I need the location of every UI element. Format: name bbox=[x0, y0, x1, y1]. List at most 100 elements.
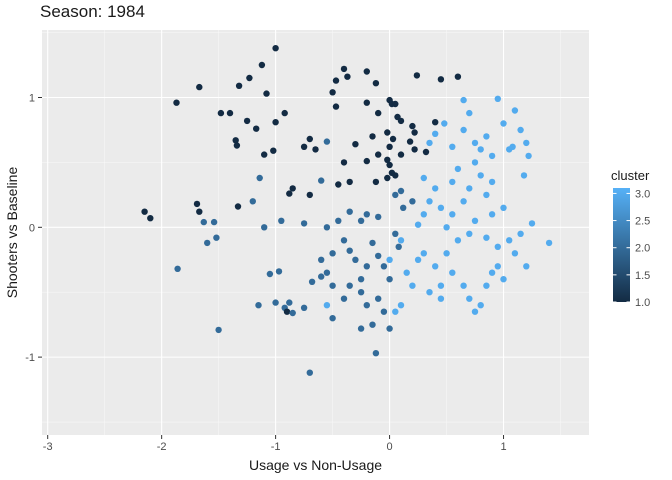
data-point bbox=[283, 308, 291, 315]
data-point bbox=[193, 200, 201, 208]
data-point bbox=[332, 103, 340, 110]
data-point bbox=[375, 109, 382, 117]
data-point bbox=[386, 256, 393, 263]
data-point bbox=[422, 148, 430, 156]
data-point bbox=[443, 224, 450, 231]
data-point bbox=[346, 247, 353, 254]
data-point bbox=[300, 143, 308, 150]
data-point bbox=[346, 282, 353, 289]
data-point bbox=[437, 295, 445, 302]
data-point bbox=[352, 141, 359, 148]
data-point bbox=[369, 239, 376, 247]
data-point bbox=[454, 165, 462, 173]
data-point bbox=[346, 178, 353, 186]
data-point bbox=[437, 282, 445, 289]
data-point bbox=[323, 302, 331, 309]
data-point bbox=[432, 130, 439, 137]
data-point bbox=[380, 263, 388, 270]
data-point bbox=[483, 234, 490, 241]
axes-layer: -3 -2 -1 0 1 -1 0 1 Usage vs Non-Usage Shooters v… bbox=[4, 93, 507, 474]
data-point bbox=[483, 191, 490, 199]
data-point bbox=[332, 77, 340, 84]
data-point bbox=[329, 282, 336, 289]
data-point bbox=[306, 135, 313, 143]
data-point bbox=[312, 146, 319, 153]
plot-panel bbox=[42, 30, 589, 435]
data-point bbox=[363, 211, 370, 218]
data-point bbox=[386, 143, 393, 150]
data-point bbox=[466, 185, 473, 192]
data-point bbox=[272, 45, 279, 52]
legend-tick-label: 1.5 bbox=[635, 270, 650, 282]
data-point bbox=[363, 263, 370, 270]
data-point bbox=[466, 109, 473, 117]
data-point bbox=[233, 142, 241, 149]
data-point bbox=[397, 302, 405, 309]
legend-tick-label: 3.0 bbox=[635, 188, 650, 200]
data-point bbox=[471, 159, 479, 166]
data-point bbox=[232, 137, 239, 144]
data-point bbox=[414, 256, 422, 263]
data-point bbox=[375, 295, 382, 302]
data-point bbox=[384, 156, 391, 163]
data-point bbox=[471, 308, 479, 315]
data-point bbox=[323, 224, 331, 231]
data-point bbox=[432, 119, 439, 126]
data-point bbox=[397, 151, 405, 158]
data-point bbox=[340, 159, 348, 166]
data-point bbox=[306, 369, 313, 376]
data-point bbox=[432, 263, 439, 270]
data-point bbox=[372, 80, 380, 87]
data-point bbox=[380, 308, 388, 315]
data-point bbox=[246, 74, 253, 82]
data-point bbox=[243, 117, 251, 125]
data-point bbox=[426, 289, 433, 296]
data-point bbox=[253, 125, 260, 132]
data-point bbox=[494, 95, 501, 103]
panel-background bbox=[42, 30, 589, 435]
data-point bbox=[437, 204, 445, 211]
y-tick-label: 0 bbox=[29, 222, 35, 234]
data-point bbox=[217, 109, 225, 117]
data-point bbox=[270, 147, 277, 154]
data-point bbox=[289, 309, 296, 317]
points-layer bbox=[141, 45, 553, 376]
data-point bbox=[226, 109, 234, 117]
data-point bbox=[400, 204, 407, 211]
data-point bbox=[281, 109, 288, 117]
data-point bbox=[397, 117, 405, 125]
data-point bbox=[443, 250, 450, 257]
data-point bbox=[411, 129, 418, 136]
data-point bbox=[517, 126, 524, 134]
data-point bbox=[454, 237, 462, 244]
y-tick-label: -1 bbox=[25, 352, 35, 364]
data-point bbox=[449, 178, 456, 186]
data-point bbox=[357, 217, 365, 224]
data-point bbox=[300, 304, 308, 311]
data-point bbox=[363, 99, 370, 106]
data-point bbox=[278, 217, 285, 224]
data-point bbox=[386, 325, 393, 332]
legend-title: cluster bbox=[611, 168, 650, 183]
data-point bbox=[420, 250, 427, 257]
data-point bbox=[403, 269, 410, 276]
y-tick-label: 1 bbox=[29, 93, 35, 105]
data-point bbox=[323, 138, 331, 145]
data-point bbox=[483, 133, 490, 140]
data-point bbox=[196, 83, 203, 91]
data-point bbox=[357, 276, 365, 283]
data-point bbox=[318, 177, 325, 184]
data-point bbox=[215, 326, 222, 334]
data-point bbox=[449, 211, 456, 218]
data-point bbox=[517, 230, 524, 237]
x-tick-label: -2 bbox=[157, 441, 167, 453]
data-point bbox=[460, 282, 467, 289]
data-point bbox=[494, 263, 501, 270]
data-point bbox=[329, 315, 336, 322]
data-point bbox=[460, 96, 467, 104]
data-point bbox=[375, 151, 382, 158]
data-point bbox=[511, 250, 519, 257]
data-point bbox=[346, 208, 353, 215]
data-point bbox=[335, 217, 342, 224]
